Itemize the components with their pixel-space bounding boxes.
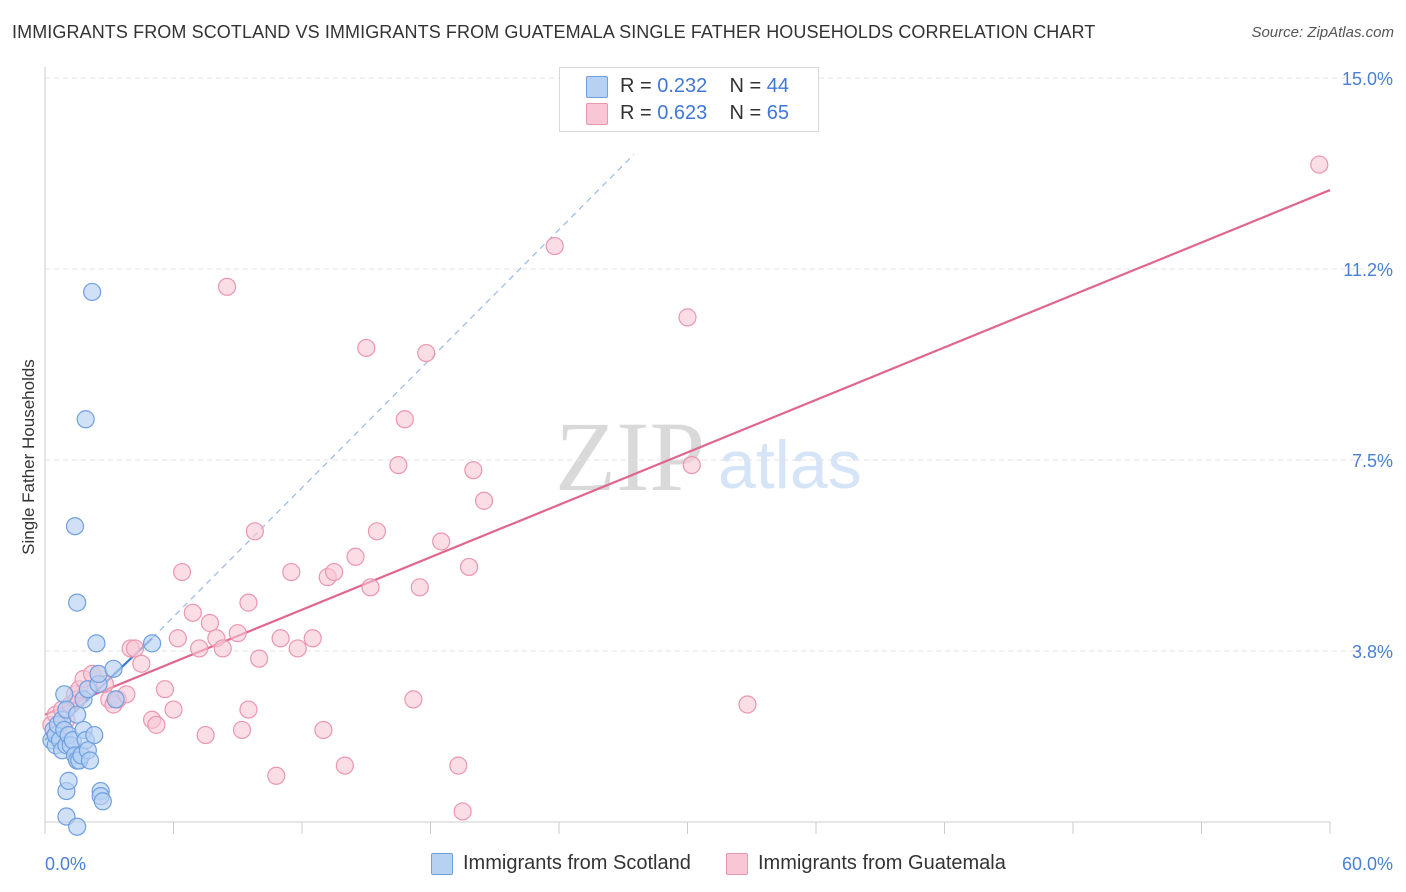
x-tick-label: 60.0% bbox=[1342, 854, 1393, 874]
guatemala-point bbox=[245, 522, 264, 541]
scotland-point bbox=[104, 659, 123, 678]
guatemala-point bbox=[449, 756, 468, 775]
guatemala-point bbox=[232, 720, 252, 740]
guatemala-point bbox=[147, 715, 166, 734]
guatemala-n-value: 65 bbox=[766, 102, 790, 124]
guatemala-r-value: 0.623 bbox=[657, 102, 708, 124]
y-tick-label: 15.0% bbox=[1342, 69, 1393, 89]
guatemala-point bbox=[190, 639, 209, 658]
guatemala-point bbox=[125, 639, 145, 658]
guatemala-point bbox=[267, 766, 286, 785]
guatemala-point bbox=[389, 455, 408, 475]
guatemala-point bbox=[1310, 155, 1329, 174]
scotland-swatch bbox=[431, 853, 453, 875]
scotland-point bbox=[87, 634, 106, 653]
guatemala-point bbox=[474, 491, 494, 510]
guatemala-point bbox=[155, 680, 175, 699]
guatemala-point bbox=[459, 557, 479, 577]
guatemala-point bbox=[453, 802, 472, 821]
guatemala-point bbox=[432, 532, 451, 551]
y-tick-label: 11.2% bbox=[1343, 260, 1393, 280]
guatemala-point bbox=[183, 603, 202, 622]
guatemala-legend-label: Immigrants from Guatemala bbox=[758, 852, 1006, 874]
guatemala-point bbox=[239, 593, 258, 612]
scotland-point bbox=[65, 517, 85, 536]
scotland-point bbox=[76, 410, 95, 429]
x-tick-label: 0.0% bbox=[45, 854, 86, 874]
guatemala-point bbox=[213, 639, 232, 658]
guatemala-point bbox=[132, 654, 151, 673]
guatemala-point bbox=[678, 308, 697, 327]
scotland-point bbox=[142, 634, 162, 653]
guatemala-point bbox=[172, 562, 192, 582]
legend-n-label: N = bbox=[729, 75, 762, 97]
gridlines bbox=[45, 77, 1395, 652]
scotland-point bbox=[55, 685, 74, 704]
guatemala-point bbox=[282, 562, 301, 582]
scotland-points bbox=[42, 282, 162, 836]
guatemala-point bbox=[545, 236, 564, 256]
chart-title: IMMIGRANTS FROM SCOTLAND VS IMMIGRANTS F… bbox=[12, 22, 1096, 42]
guatemala-point bbox=[404, 690, 423, 709]
scotland-legend-label: Immigrants from Scotland bbox=[463, 852, 691, 874]
guatemala-point bbox=[738, 695, 757, 714]
guatemala-trend-line bbox=[44, 189, 1331, 716]
guatemala-point bbox=[325, 562, 344, 582]
guatemala-swatch bbox=[726, 853, 748, 875]
scotland-trend-dashed bbox=[151, 153, 635, 639]
scotland-point bbox=[80, 751, 100, 770]
guatemala-point bbox=[217, 277, 237, 296]
guatemala-point bbox=[335, 756, 354, 775]
guatemala-point bbox=[417, 343, 436, 363]
guatemala-point bbox=[303, 629, 322, 648]
guatemala-point bbox=[228, 624, 247, 643]
guatemala-point bbox=[464, 461, 483, 480]
guatemala-point bbox=[239, 700, 258, 719]
guatemala-point bbox=[168, 629, 187, 648]
scotland-swatch bbox=[586, 76, 608, 98]
guatemala-swatch bbox=[586, 103, 608, 125]
watermark-zip: ZIP bbox=[555, 401, 705, 512]
guatemala-point bbox=[357, 338, 376, 358]
scotland-point bbox=[68, 705, 87, 724]
y-axis-title: Single Father Households bbox=[19, 359, 38, 555]
guatemala-point bbox=[200, 613, 220, 633]
watermark-atlas: atlas bbox=[718, 427, 862, 503]
stats-legend: R = 0.232 N = 44 R = 0.623 N = 65 bbox=[559, 67, 819, 132]
y-tick-labels: 3.8% 7.5% 11.2% 15.0% bbox=[1342, 69, 1393, 662]
scotland-point bbox=[68, 817, 87, 836]
x-tick-labels: 0.0% 60.0% bbox=[45, 854, 1393, 874]
guatemala-point bbox=[367, 522, 387, 541]
guatemala-point bbox=[410, 578, 429, 597]
legend-r-label: R = bbox=[620, 75, 652, 97]
y-tick-label: 7.5% bbox=[1352, 451, 1393, 471]
guatemala-point bbox=[250, 649, 269, 668]
source-credit: Source: ZipAtlas.com bbox=[1251, 24, 1394, 41]
guatemala-point bbox=[682, 455, 701, 475]
guatemala-point bbox=[164, 700, 183, 719]
watermark: ZIP atlas bbox=[555, 401, 862, 512]
guatemala-point bbox=[395, 410, 414, 429]
scotland-n-value: 44 bbox=[766, 75, 790, 97]
guatemala-point bbox=[288, 639, 307, 658]
scotland-point bbox=[83, 282, 102, 302]
legend-n-label: N = bbox=[729, 102, 762, 124]
scotland-point bbox=[93, 792, 112, 811]
legend-r-label: R = bbox=[620, 102, 652, 124]
y-tick-label: 3.8% bbox=[1352, 642, 1393, 662]
guatemala-point bbox=[314, 720, 333, 740]
guatemala-point bbox=[361, 578, 380, 597]
scotland-point bbox=[106, 690, 125, 709]
guatemala-point bbox=[271, 629, 290, 648]
scotland-point bbox=[59, 771, 78, 790]
scotland-point bbox=[85, 725, 104, 745]
guatemala-point bbox=[196, 725, 215, 745]
guatemala-point bbox=[346, 547, 365, 566]
scotland-point bbox=[68, 593, 87, 612]
scotland-r-value: 0.232 bbox=[657, 75, 708, 97]
axes bbox=[44, 67, 1331, 834]
